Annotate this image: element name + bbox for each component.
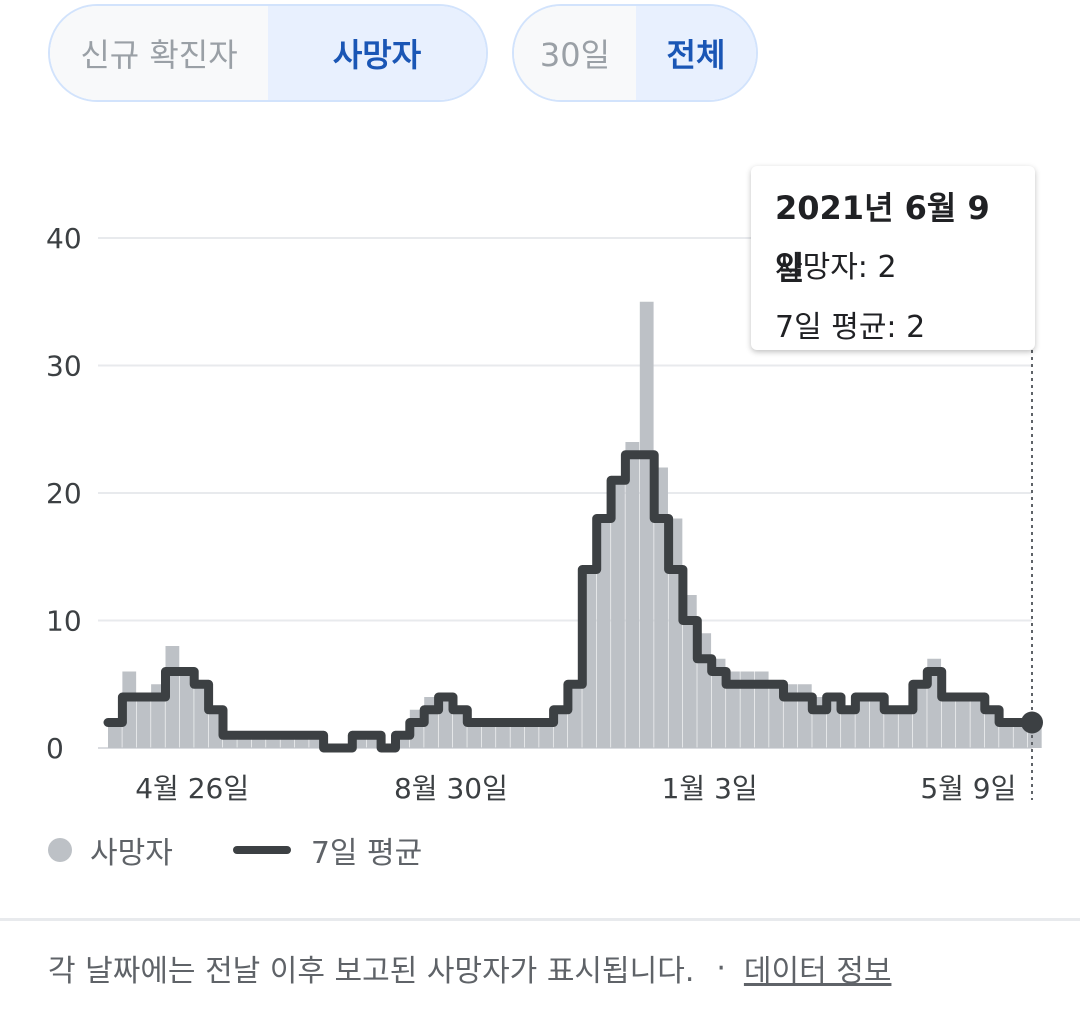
bar bbox=[179, 671, 194, 748]
range-30-days-tab[interactable]: 30일 bbox=[514, 6, 636, 100]
new-cases-tab[interactable]: 신규 확진자 bbox=[50, 6, 268, 100]
bar bbox=[625, 442, 640, 748]
y-tick-label: 40 bbox=[46, 222, 82, 255]
x-tick-label: 8월 30일 bbox=[394, 772, 508, 805]
bar bbox=[726, 671, 740, 748]
bar bbox=[467, 722, 482, 748]
x-tick-label: 4월 26일 bbox=[135, 772, 249, 805]
chart-legend: 사망자 7일 평균 bbox=[48, 825, 422, 875]
seven-day-average-line bbox=[103, 450, 1037, 753]
average-legend-swatch bbox=[232, 846, 291, 854]
bar bbox=[136, 697, 151, 748]
chart-tooltip: 2021년 6월 9일 사망자: 2 7일 평균: 2 bbox=[751, 166, 1035, 350]
hover-point[interactable] bbox=[1021, 711, 1043, 734]
tooltip-deaths: 사망자: 2 bbox=[775, 250, 897, 285]
bar bbox=[639, 301, 654, 748]
bar bbox=[898, 709, 913, 748]
divider bbox=[0, 918, 1080, 921]
bar bbox=[754, 671, 769, 748]
bar bbox=[611, 480, 625, 748]
bar bbox=[884, 709, 898, 748]
deaths-tab[interactable]: 사망자 bbox=[268, 6, 486, 100]
bar bbox=[769, 684, 783, 748]
deaths-legend-swatch bbox=[48, 838, 72, 862]
y-tick-label: 0 bbox=[46, 732, 64, 765]
y-tick-label: 20 bbox=[46, 477, 82, 510]
bar bbox=[956, 697, 970, 748]
y-tick-label: 10 bbox=[46, 605, 82, 638]
bar bbox=[999, 722, 1013, 748]
bar bbox=[481, 722, 496, 748]
bar bbox=[496, 722, 510, 748]
footer-note: 각 날짜에는 전날 이후 보고된 사망자가 표시됩니다. bbox=[48, 954, 695, 989]
range-all-tab[interactable]: 전체 bbox=[636, 6, 756, 100]
bar bbox=[122, 671, 137, 748]
bar bbox=[596, 518, 611, 748]
deaths-chart[interactable]: 0 10 20 30 40 4월 26일 8월 30일 1월 3일 5월 9일 bbox=[0, 110, 1080, 810]
bar bbox=[524, 722, 539, 748]
footer-separator: · bbox=[716, 950, 726, 986]
footer: 각 날짜에는 전날 이후 보고된 사망자가 표시됩니다. · 데이터 정보 bbox=[48, 940, 1058, 996]
average-legend-label: 7일 평균 bbox=[310, 836, 423, 871]
range-toggle: 30일 전체 bbox=[512, 4, 758, 102]
metric-toggle: 신규 확진자 사망자 bbox=[48, 4, 488, 102]
bar bbox=[841, 709, 855, 748]
tooltip-date: 2021년 6월 9일 bbox=[775, 189, 990, 287]
data-info-link[interactable]: 데이터 정보 bbox=[743, 954, 892, 989]
bar bbox=[539, 722, 553, 748]
bar bbox=[108, 722, 122, 748]
x-tick-label: 5월 9일 bbox=[920, 772, 1016, 805]
bar bbox=[510, 722, 525, 748]
tooltip-average: 7일 평균: 2 bbox=[775, 310, 926, 345]
deaths-legend-label: 사망자 bbox=[90, 836, 173, 871]
x-tick-label: 1월 3일 bbox=[662, 772, 758, 805]
bar bbox=[941, 697, 956, 748]
bar bbox=[740, 671, 755, 748]
y-tick-label: 30 bbox=[46, 350, 82, 383]
